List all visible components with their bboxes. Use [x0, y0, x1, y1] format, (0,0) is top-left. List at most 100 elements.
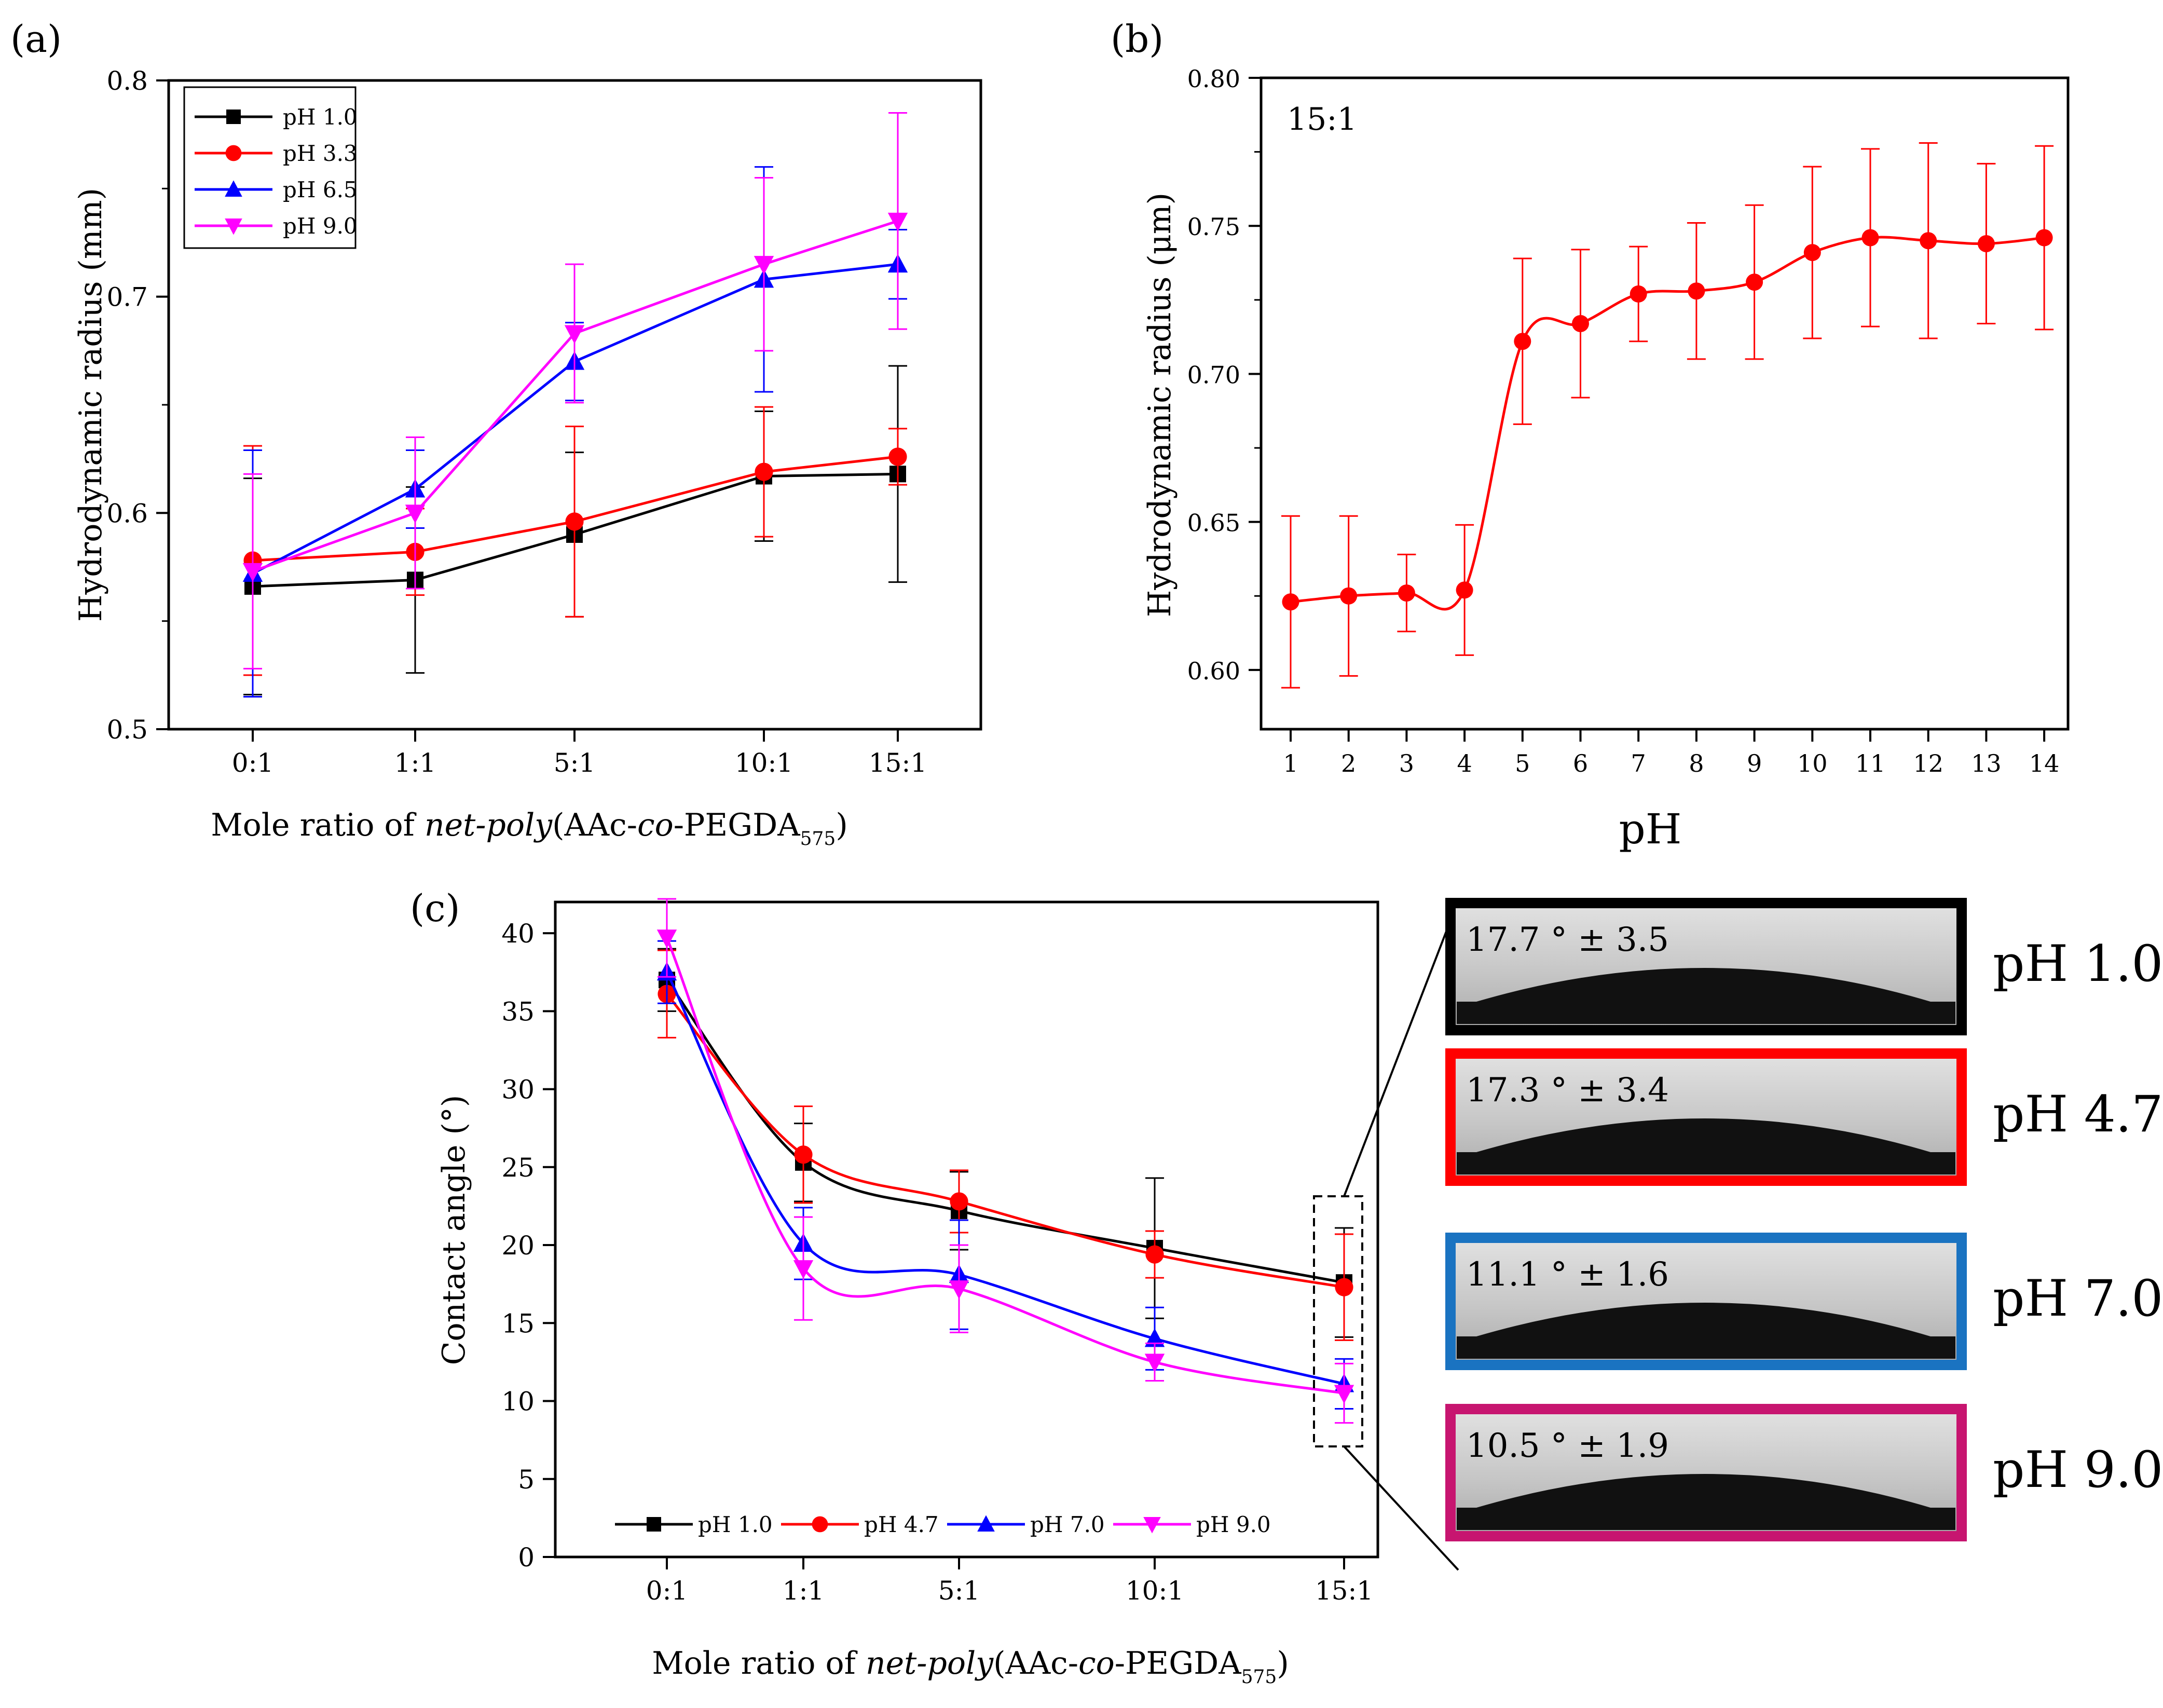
x-tick-label: 5:1	[938, 1576, 980, 1606]
y-tick-label: 30	[501, 1075, 535, 1105]
panel-b-frame	[1260, 76, 2070, 731]
panel-c-y-ticks: 0 5 10 15 20 25 30 35 40	[501, 919, 555, 1573]
data-point	[949, 1280, 969, 1300]
legend-label: pH 6.5	[283, 177, 358, 202]
x-tick-label: 15:1	[869, 748, 927, 778]
legend-item: pH 1.0	[195, 104, 358, 130]
y-tick-label: 0.8	[106, 66, 148, 96]
droplet-shape	[1457, 1118, 1955, 1174]
legend-marker	[225, 218, 242, 235]
x-tick-label: 13	[1971, 749, 2002, 777]
y-tick-label: 0.65	[1187, 509, 1240, 537]
data-point	[1630, 285, 1647, 303]
droplet-photo: 11.1 ° ± 1.6 pH 7.0	[1445, 1233, 2163, 1370]
x-tick-label: 5	[1515, 749, 1530, 777]
data-point	[793, 1260, 814, 1279]
x-tick-label: 1:1	[783, 1576, 824, 1606]
data-point	[755, 462, 773, 481]
data-point	[754, 256, 774, 275]
x-tick-label: 2	[1341, 749, 1356, 777]
panel-a-ylabel: Hydrodynamic radius (mm)	[73, 188, 109, 622]
data-point	[1977, 235, 1995, 252]
series-15-1	[1281, 142, 2054, 689]
panel-a-series	[242, 112, 908, 698]
panel-b-series	[1281, 142, 2054, 689]
legend-item: pH 9.0	[1113, 1512, 1271, 1537]
droplet-photo: 17.7 ° ± 3.5 pH 1.0	[1445, 898, 2163, 1035]
data-point	[887, 212, 908, 231]
panel-c-ylabel: Contact angle (°)	[436, 1095, 472, 1365]
series-line	[665, 972, 1345, 1385]
panel-b-y-ticks: 0.60 0.65 0.70 0.75 0.80	[1187, 65, 1261, 685]
y-tick-label: 0.75	[1187, 213, 1240, 241]
panel-a-legend-box	[183, 86, 357, 249]
legend-label: pH 7.0	[1030, 1512, 1105, 1537]
legend-item: pH 6.5	[195, 177, 358, 202]
panel-a-xlabel: Mole ratio of net-poly(AAc-co-PEGDA575)	[211, 807, 847, 850]
panel-a-chart: (a) 0.5 0.6 0.7 0.8 0:1 1:1 5:1 10:1 15:1 Hydro…	[10, 17, 982, 850]
legend-label: pH 9.0	[1196, 1512, 1271, 1537]
y-tick-label: 40	[501, 919, 535, 949]
x-tick-label: 9	[1747, 749, 1762, 777]
y-tick-label: 20	[501, 1231, 535, 1261]
data-point	[1746, 274, 1763, 291]
panel-a-y-ticks: 0.5 0.6 0.7 0.8	[106, 66, 169, 745]
y-tick-label: 35	[501, 996, 535, 1027]
droplet-caption: 10.5 ° ± 1.9	[1466, 1427, 1669, 1465]
data-point	[405, 504, 426, 524]
panel-c-chart: (c) 0 5 10 15 20 25 30 35 40 0:1 1:1 5:1 10:1 15:1 C…	[410, 886, 2163, 1688]
data-point	[242, 563, 263, 582]
data-point	[1572, 315, 1589, 332]
legend-item: pH 1.0	[615, 1512, 773, 1537]
data-point	[1803, 244, 1821, 262]
series-line	[665, 979, 1345, 1284]
legend-marker	[647, 1517, 661, 1532]
data-point	[1398, 584, 1415, 602]
data-point	[1144, 1328, 1165, 1347]
y-tick-label: 0.7	[106, 282, 148, 312]
series-ph-9-0	[242, 112, 908, 669]
data-point	[794, 1145, 813, 1164]
data-point	[1456, 581, 1473, 599]
data-point	[656, 930, 677, 949]
x-tick-label: 7	[1631, 749, 1646, 777]
y-tick-label: 0.80	[1187, 65, 1240, 93]
legend-item: pH 7.0	[947, 1512, 1105, 1537]
x-tick-label: 10:1	[1126, 1576, 1184, 1606]
legend-label: pH 1.0	[283, 104, 358, 130]
y-tick-label: 15	[501, 1308, 535, 1338]
droplet-ph-label: pH 1.0	[1993, 935, 2163, 993]
panel-b-ylabel: Hydrodynamic radius (μm)	[1142, 193, 1178, 617]
x-tick-label: 1	[1283, 749, 1298, 777]
series-line	[665, 937, 1345, 1395]
droplet-shape	[1457, 968, 1955, 1024]
series-ph-4-7	[658, 949, 1353, 1341]
panel-b-xlabel: pH	[1619, 805, 1682, 853]
panel-b-label: (b)	[1111, 17, 1163, 61]
droplet-shape	[1457, 1474, 1955, 1530]
droplet-photo: 17.3 ° ± 3.4 pH 4.7	[1445, 1048, 2163, 1186]
panel-c-xlabel: Mole ratio of net-poly(AAc-co-PEGDA575)	[652, 1645, 1289, 1688]
legend-item: pH 3.3	[195, 141, 358, 166]
data-point	[1340, 587, 1358, 605]
y-tick-label: 0.70	[1187, 361, 1240, 389]
x-tick-label: 0:1	[646, 1576, 688, 1606]
x-tick-label: 14	[2029, 749, 2060, 777]
panel-c-x-ticks: 0:1 1:1 5:1 10:1 15:1	[646, 1557, 1373, 1606]
panel-c-frame	[554, 900, 1379, 1559]
y-tick-label: 0.60	[1187, 657, 1240, 685]
x-tick-label: 5:1	[554, 748, 595, 778]
legend-marker	[225, 180, 242, 197]
series-line	[666, 993, 1345, 1289]
data-point	[1335, 1278, 1353, 1296]
data-point	[565, 512, 584, 531]
x-tick-label: 4	[1457, 749, 1472, 777]
x-tick-label: 12	[1913, 749, 1943, 777]
legend-marker	[977, 1515, 995, 1532]
data-point	[1861, 229, 1879, 247]
y-tick-label: 0	[518, 1542, 535, 1573]
x-tick-label: 3	[1399, 749, 1414, 777]
legend-item: pH 4.7	[781, 1512, 939, 1537]
